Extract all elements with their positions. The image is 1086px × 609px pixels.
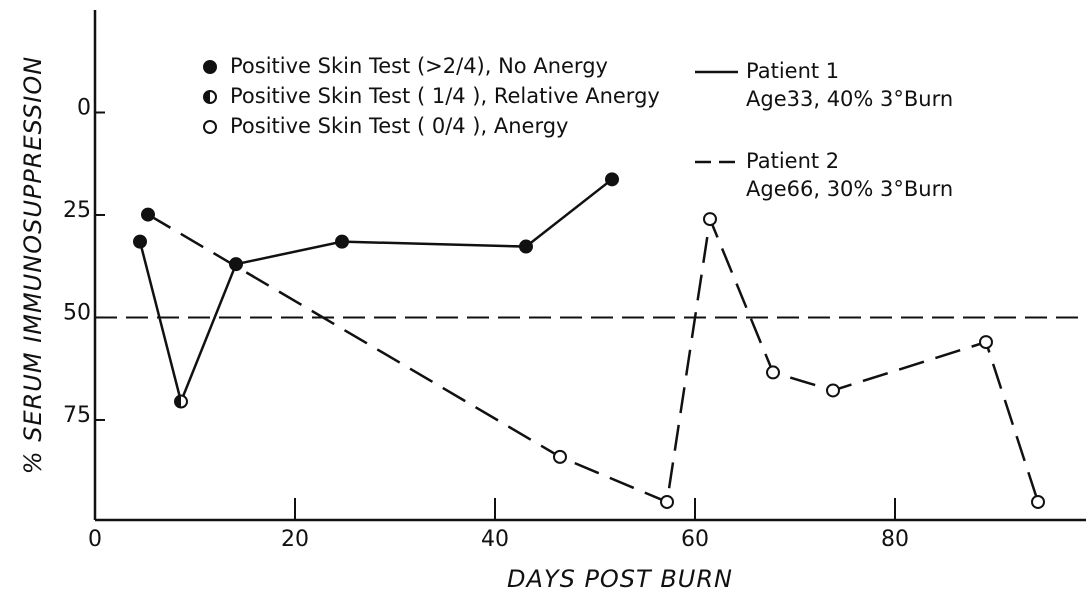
x-tick-label: 20 xyxy=(281,527,309,552)
marker-circle xyxy=(605,172,619,187)
marker xyxy=(1031,494,1045,509)
marker-half xyxy=(175,395,181,408)
marker-circle xyxy=(553,449,567,464)
legend-name: Patient 1 xyxy=(746,59,839,83)
marker-circle xyxy=(826,383,840,398)
marker-circle xyxy=(979,335,993,350)
x-tick-label: 80 xyxy=(881,527,909,552)
marker xyxy=(703,212,717,227)
x-axis-label: DAYS POST BURN xyxy=(507,565,733,593)
marker xyxy=(203,90,217,104)
series-line xyxy=(147,213,1040,504)
marker xyxy=(133,234,147,249)
y-tick-label: 50 xyxy=(63,300,91,325)
marker xyxy=(203,120,217,134)
marker xyxy=(553,449,567,464)
legend-name: Patient 2 xyxy=(746,149,839,173)
marker-circle xyxy=(133,234,147,249)
y-tick-label: 25 xyxy=(63,198,91,223)
marker-half xyxy=(204,91,210,103)
marker-circle xyxy=(1031,494,1045,509)
marker xyxy=(979,335,993,350)
marker xyxy=(519,239,533,254)
marker-circle xyxy=(703,212,717,227)
marker xyxy=(141,207,155,222)
marker xyxy=(766,365,780,380)
series-line xyxy=(138,178,613,406)
marker xyxy=(203,60,217,74)
marker xyxy=(174,394,188,409)
marker-circle xyxy=(335,234,349,249)
y-tick-label: 0 xyxy=(77,95,91,120)
y-tick-label: 75 xyxy=(63,403,91,428)
marker xyxy=(826,383,840,398)
marker-circle xyxy=(766,365,780,380)
x-tick-label: 40 xyxy=(481,527,509,552)
x-tick-label: 60 xyxy=(681,527,709,552)
marker xyxy=(660,494,674,509)
x-tick-label: 0 xyxy=(88,527,102,552)
legend-description: Age33, 40% 3°Burn xyxy=(746,87,953,111)
marker xyxy=(335,234,349,249)
marker xyxy=(605,172,619,187)
marker-circle xyxy=(203,120,217,134)
marker-circle xyxy=(141,207,155,222)
marker-circle xyxy=(203,60,217,74)
legend-label: Positive Skin Test ( 0/4 ), Anergy xyxy=(230,114,568,138)
marker-circle xyxy=(660,494,674,509)
legend-label: Positive Skin Test ( 1/4 ), Relative Ane… xyxy=(230,84,660,108)
legend-label: Positive Skin Test (>2/4), No Anergy xyxy=(230,54,608,78)
y-axis-label: % SERUM IMMUNOSUPPRESSION xyxy=(19,56,47,474)
marker-circle xyxy=(519,239,533,254)
legend-description: Age66, 30% 3°Burn xyxy=(746,177,953,201)
